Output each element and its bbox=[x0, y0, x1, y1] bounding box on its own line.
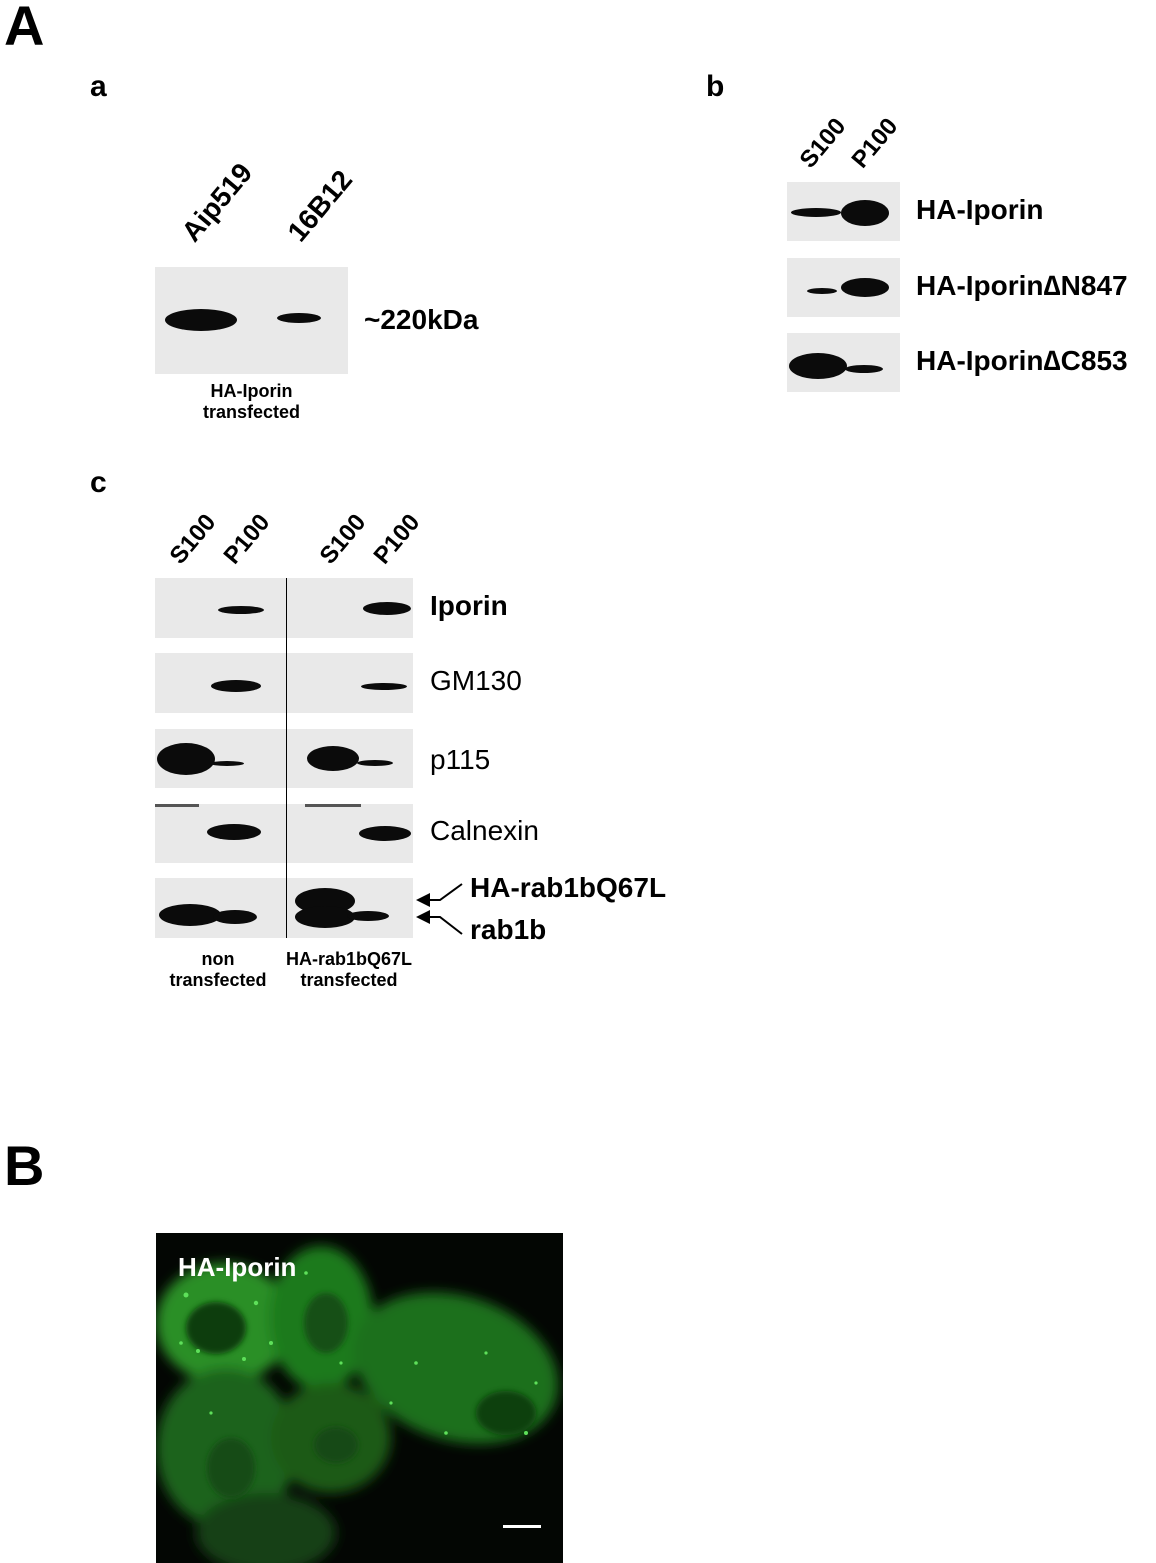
band bbox=[218, 606, 264, 614]
row-label-gm130: GM130 bbox=[430, 665, 522, 696]
lane-label-s100-left: S100 bbox=[164, 509, 222, 570]
band bbox=[207, 824, 261, 840]
arrow-label-rab1b: rab1b bbox=[470, 914, 547, 945]
band bbox=[347, 911, 389, 921]
caption-a-line2: transfected bbox=[202, 402, 301, 422]
arrow-head-icon bbox=[416, 893, 430, 907]
band bbox=[363, 602, 411, 615]
blot-b-row2 bbox=[787, 258, 900, 317]
band bbox=[807, 288, 837, 294]
blot-a bbox=[155, 267, 348, 374]
blot-c-rab1b bbox=[155, 878, 413, 938]
lane-label-p100-right: P100 bbox=[368, 509, 426, 570]
blot-edge-mark bbox=[155, 804, 199, 807]
band bbox=[307, 746, 359, 771]
arrow-head-icon bbox=[416, 910, 430, 924]
blot-c-gm130 bbox=[155, 653, 413, 713]
band bbox=[213, 910, 257, 924]
row-label-iporin: Iporin bbox=[430, 590, 508, 621]
caption-c-left: non transfected bbox=[150, 949, 286, 991]
band bbox=[789, 353, 847, 379]
lane-label-aip519: Aip519 bbox=[175, 157, 259, 248]
blot-c-iporin bbox=[155, 578, 413, 638]
cell-stain-image bbox=[156, 1233, 563, 1563]
band bbox=[165, 309, 237, 331]
row-label-p115: p115 bbox=[430, 744, 491, 775]
band bbox=[791, 208, 841, 217]
caption-c-left-line2: transfected bbox=[169, 970, 267, 990]
caption-c-right-line2: transfected bbox=[300, 970, 398, 990]
band bbox=[295, 906, 355, 928]
caption-c-right-line1: HA-rab1bQ67L bbox=[285, 949, 413, 969]
band bbox=[159, 904, 221, 926]
lane-divider bbox=[286, 578, 287, 938]
caption-c-left-line1: non bbox=[201, 949, 235, 969]
band bbox=[359, 826, 411, 841]
panel-label-b: b bbox=[706, 70, 725, 103]
micrograph-ha-iporin: HA-Iporin bbox=[156, 1233, 563, 1563]
blot-b-row1 bbox=[787, 182, 900, 241]
size-marker: ~220kDa bbox=[364, 304, 479, 335]
band bbox=[211, 680, 261, 692]
caption-a: HA-Iporin transfected bbox=[155, 381, 348, 423]
micrograph-label: HA-Iporin bbox=[178, 1252, 297, 1282]
caption-c-right: HA-rab1bQ67L transfected bbox=[276, 949, 422, 991]
band bbox=[357, 760, 393, 766]
row-label-ha-iporin-dn847: HA-Iporin∆N847 bbox=[916, 270, 1128, 301]
row-label-ha-iporin: HA-Iporin bbox=[916, 194, 1044, 225]
band bbox=[277, 313, 321, 323]
blot-edge-mark bbox=[305, 804, 361, 807]
lane-label-p100: P100 bbox=[846, 113, 904, 174]
lane-label-s100: S100 bbox=[794, 113, 852, 174]
band bbox=[841, 278, 889, 297]
arrow-label-ha-rab1bq67l: HA-rab1bQ67L bbox=[470, 872, 667, 903]
panel-label-A: A bbox=[4, 0, 45, 57]
blot-b-row3 bbox=[787, 333, 900, 392]
row-label-ha-iporin-dc853: HA-Iporin∆C853 bbox=[916, 345, 1128, 376]
band bbox=[841, 200, 889, 226]
blot-c-calnexin bbox=[155, 804, 413, 863]
band bbox=[210, 761, 244, 766]
lane-label-p100-left: P100 bbox=[218, 509, 276, 570]
scale-bar bbox=[503, 1525, 541, 1528]
lane-label-16b12: 16B12 bbox=[281, 164, 359, 248]
panel-label-c: c bbox=[90, 466, 107, 499]
lane-label-s100-right: S100 bbox=[314, 509, 372, 570]
band bbox=[845, 365, 883, 373]
row-label-calnexin: Calnexin bbox=[430, 815, 539, 846]
band bbox=[361, 683, 407, 690]
arrow-indicators bbox=[416, 883, 463, 935]
caption-a-line1: HA-Iporin bbox=[210, 381, 293, 401]
panel-label-B: B bbox=[4, 1134, 45, 1197]
panel-label-a: a bbox=[90, 70, 107, 103]
band bbox=[157, 743, 215, 775]
blot-c-p115 bbox=[155, 729, 413, 788]
